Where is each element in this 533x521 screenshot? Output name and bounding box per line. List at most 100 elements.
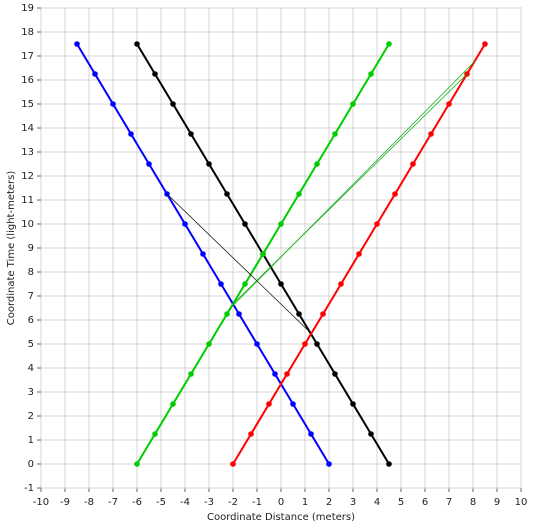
point	[392, 191, 398, 197]
point	[134, 461, 140, 467]
point	[146, 161, 152, 167]
x-tick-label: -10	[33, 497, 49, 508]
y-tick-label: 7	[28, 291, 34, 302]
point	[332, 131, 338, 137]
y-tick-label: 3	[28, 387, 34, 398]
x-tick-label: -9	[60, 497, 70, 508]
x-tick-label: -2	[228, 497, 238, 508]
point	[218, 281, 224, 287]
y-axis-label: Coordinate Time (light-meters)	[6, 171, 17, 326]
y-tick-label: 5	[28, 339, 34, 350]
y-tick-label: 9	[28, 243, 34, 254]
y-tick-label: 10	[21, 219, 34, 230]
x-tick-label: 1	[302, 497, 308, 508]
point	[368, 431, 374, 437]
point	[326, 461, 332, 467]
point	[248, 431, 254, 437]
series-line	[232, 73, 468, 305]
point	[302, 341, 308, 347]
x-tick-label: -6	[132, 497, 142, 508]
y-tick-label: 8	[28, 267, 34, 278]
x-tick-label: 7	[446, 497, 452, 508]
point	[128, 131, 134, 137]
x-tick-label: 3	[350, 497, 356, 508]
y-tick-label: 13	[21, 147, 34, 158]
point	[206, 341, 212, 347]
x-tick-label: 10	[515, 497, 528, 508]
y-tick-label: 17	[21, 51, 34, 62]
point	[410, 161, 416, 167]
point	[272, 371, 278, 377]
point	[110, 101, 116, 107]
point	[152, 71, 158, 77]
y-tick-label: 4	[28, 363, 34, 374]
x-tick-label: -7	[108, 497, 118, 508]
y-tick-label: -1	[24, 483, 34, 494]
y-tick-label: 12	[21, 171, 34, 182]
point	[296, 311, 302, 317]
x-tick-label: -8	[84, 497, 94, 508]
x-tick-label: -5	[156, 497, 166, 508]
x-tick-label: 5	[398, 497, 404, 508]
x-tick-label: 0	[278, 497, 284, 508]
series-line	[166, 193, 311, 333]
point	[386, 41, 392, 47]
point	[350, 401, 356, 407]
y-tick-label: 6	[28, 315, 34, 326]
point	[254, 341, 260, 347]
point	[230, 461, 236, 467]
point	[92, 71, 98, 77]
y-tick-label: 16	[21, 75, 34, 86]
point	[224, 191, 230, 197]
y-tick-label: 18	[21, 27, 34, 38]
point	[206, 161, 212, 167]
point	[350, 101, 356, 107]
point	[290, 401, 296, 407]
x-tick-label: 2	[326, 497, 332, 508]
point	[152, 431, 158, 437]
y-tick-label: 14	[21, 123, 34, 134]
point	[338, 281, 344, 287]
point	[356, 251, 362, 257]
y-tick-label: 0	[28, 459, 34, 470]
point	[242, 281, 248, 287]
y-tick-label: 11	[21, 195, 34, 206]
point	[260, 251, 266, 257]
y-tick-label: 2	[28, 411, 34, 422]
point	[332, 371, 338, 377]
x-tick-label: 4	[374, 497, 380, 508]
y-tick-label: 15	[21, 99, 34, 110]
point	[308, 431, 314, 437]
point	[446, 101, 452, 107]
point	[224, 311, 230, 317]
point	[482, 41, 488, 47]
x-axis-label: Coordinate Distance (meters)	[207, 512, 355, 521]
x-tick-label: -1	[252, 497, 262, 508]
point	[182, 221, 188, 227]
point	[296, 191, 302, 197]
point	[284, 371, 290, 377]
point	[320, 311, 326, 317]
point	[368, 71, 374, 77]
point	[188, 371, 194, 377]
y-tick-label: 1	[28, 435, 34, 446]
x-tick-label: 9	[494, 497, 500, 508]
point	[266, 401, 272, 407]
point	[374, 221, 380, 227]
y-tick-label: 19	[21, 3, 34, 14]
point	[314, 161, 320, 167]
point	[242, 221, 248, 227]
point	[200, 251, 206, 257]
x-tick-label: -3	[204, 497, 214, 508]
point	[428, 131, 434, 137]
point	[278, 221, 284, 227]
point	[74, 41, 80, 47]
x-tick-label: -4	[180, 497, 190, 508]
series-line	[227, 60, 476, 311]
x-tick-label: 6	[422, 497, 428, 508]
point	[188, 131, 194, 137]
point	[278, 281, 284, 287]
point	[170, 401, 176, 407]
x-tick-label: 8	[470, 497, 476, 508]
